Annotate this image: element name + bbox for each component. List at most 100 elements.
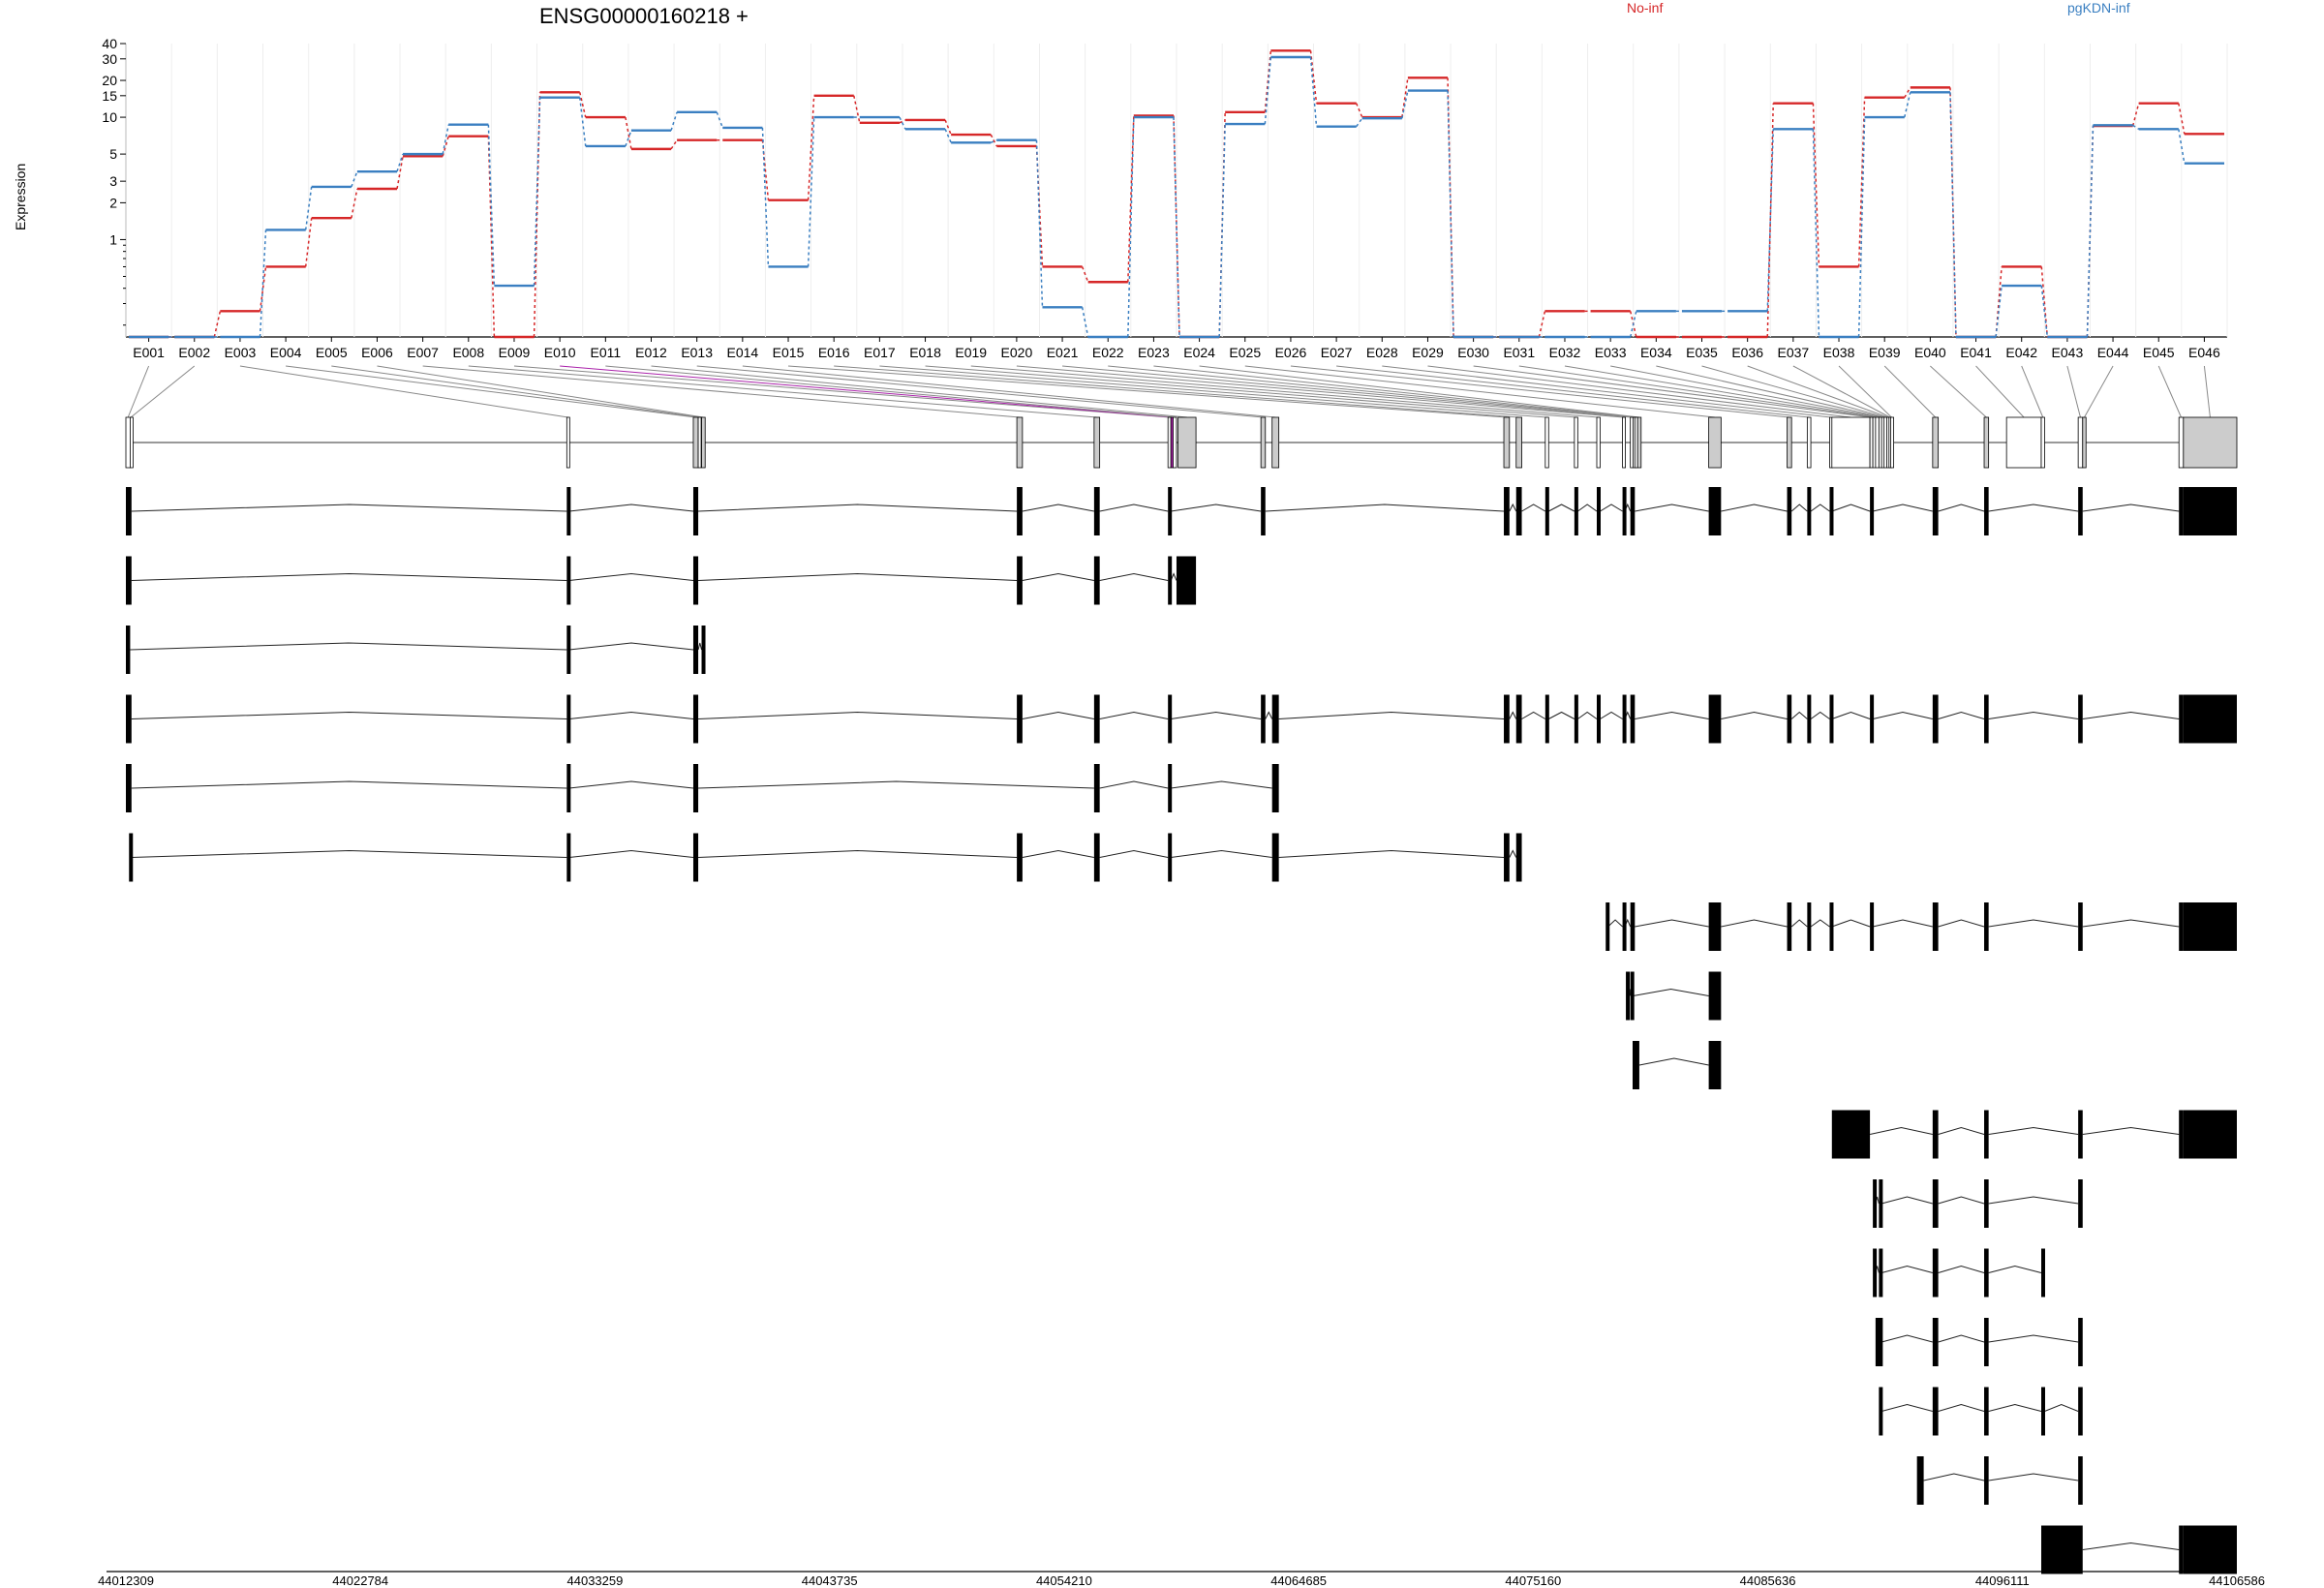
- series-connector: [899, 116, 906, 130]
- transcript-exon: [692, 487, 699, 535]
- intron-line: [1831, 919, 1871, 928]
- transcript-exon: [1093, 833, 1100, 882]
- transcript-exon: [1875, 1318, 1880, 1366]
- x-tick-label: E032: [1549, 345, 1581, 360]
- exon-connector: [127, 365, 150, 418]
- intron-line: [1790, 711, 1808, 719]
- intron-line: [698, 504, 1018, 512]
- genomic-tick-label: 44085636: [1740, 1573, 1796, 1588]
- exon-connectors: [127, 365, 2211, 418]
- transcript-exon: [1932, 1318, 1939, 1366]
- exon-connector: [1930, 365, 1987, 418]
- transcript-exon: [1879, 1248, 1883, 1298]
- x-tick-label: E040: [1914, 345, 1946, 360]
- intron-line: [1099, 572, 1169, 581]
- exon-connector: [331, 365, 700, 418]
- intron-line: [2082, 504, 2180, 512]
- exon-model-box: [566, 416, 570, 469]
- exon-connector: [2157, 365, 2182, 418]
- transcript-exon: [1176, 556, 1197, 605]
- exon-model-box: [1016, 416, 1024, 469]
- intron-line: [1635, 919, 1709, 928]
- series-connector: [2040, 285, 2049, 338]
- series-connector: [1812, 103, 1820, 267]
- exon-model-box: [1708, 416, 1722, 469]
- transcript-exon: [2179, 1525, 2184, 1574]
- genomic-tick-label: 44106586: [2209, 1573, 2265, 1588]
- genomic-tick-label: 44064685: [1270, 1573, 1327, 1588]
- series-connector: [716, 111, 723, 129]
- transcript-exon: [1708, 971, 1722, 1021]
- intron-line: [1988, 711, 2079, 719]
- x-tick-label: E046: [2188, 345, 2220, 360]
- transcript-exon: [2179, 694, 2184, 744]
- transcript-exon: [126, 487, 132, 535]
- exon-model-row: [125, 416, 2238, 469]
- exon-model-box: [1596, 416, 1601, 469]
- transcript-exon: [2040, 1248, 2045, 1298]
- exon-connector: [742, 365, 1276, 418]
- series-connector: [442, 124, 449, 155]
- transcript-exon: [1168, 487, 1173, 535]
- transcript-row: [1831, 1110, 2237, 1159]
- intron-line: [1635, 711, 1709, 719]
- legend-no-inf: No-inf: [1627, 0, 1663, 15]
- series-connector: [1857, 97, 1866, 267]
- exon-connector: [834, 365, 1519, 418]
- transcript-exon: [1271, 694, 1279, 744]
- intron-line: [1988, 1196, 2079, 1205]
- x-tick-label: E042: [2005, 345, 2037, 360]
- intron-line: [130, 642, 567, 651]
- x-tick-label: E045: [2143, 345, 2175, 360]
- transcript-exon: [1932, 1248, 1939, 1298]
- exon-connector: [1153, 365, 1636, 418]
- transcript-exon: [1605, 902, 1610, 951]
- series-connector: [1949, 92, 1957, 338]
- series-connector: [807, 95, 815, 200]
- transcript-exon: [1807, 694, 1812, 744]
- intron-line: [1810, 711, 1830, 719]
- series-connector: [2131, 103, 2140, 127]
- transcript-exon: [1630, 487, 1636, 535]
- intron-line: [1988, 919, 2079, 928]
- series-connector: [1995, 285, 2003, 338]
- transcript-exon: [1574, 694, 1578, 744]
- x-tick-label: E014: [726, 345, 758, 360]
- transcript-exon: [1630, 902, 1636, 951]
- exon-connector: [1244, 365, 1716, 418]
- transcript-exon: [1932, 694, 1939, 744]
- transcript-exon: [1932, 902, 1939, 951]
- exon-connector: [1016, 365, 1624, 418]
- exon-model-box: [1271, 416, 1280, 469]
- exon-connector: [422, 365, 1021, 418]
- exon-connector: [560, 365, 1173, 418]
- exon-connector: [1883, 365, 1937, 418]
- y-tick-label: 1: [109, 231, 117, 247]
- transcript-exon: [566, 833, 571, 882]
- exon-model-box: [2183, 416, 2238, 469]
- intron-line: [1923, 1473, 1985, 1481]
- transcript-exon: [2078, 487, 2083, 535]
- intron-line: [1265, 711, 1273, 719]
- exon-model-box: [1515, 416, 1522, 469]
- intron-line: [1790, 919, 1808, 928]
- transcript-exon: [1504, 487, 1510, 535]
- transcript-exon: [1870, 694, 1875, 744]
- intron-line: [1881, 1334, 1933, 1343]
- transcript-exon: [1093, 556, 1100, 605]
- genomic-tick-label: 44033259: [567, 1573, 624, 1588]
- transcript-exon: [1984, 1318, 1989, 1366]
- transcript-exon: [566, 487, 571, 535]
- transcript-exon: [1932, 1179, 1939, 1228]
- intron-line: [1509, 503, 1517, 512]
- x-tick-label: E009: [499, 345, 531, 360]
- transcript-row: [126, 764, 1279, 812]
- transcript-exon: [126, 764, 132, 812]
- exon-model-box: [125, 416, 131, 469]
- intron-line: [1635, 504, 1709, 512]
- genomic-tick-label: 44096111: [1975, 1573, 2030, 1588]
- transcript-exon: [2040, 1387, 2045, 1436]
- x-tick-label: E003: [225, 345, 257, 360]
- transcript-exon: [1873, 1179, 1878, 1228]
